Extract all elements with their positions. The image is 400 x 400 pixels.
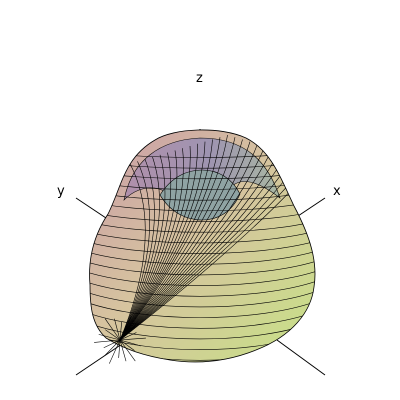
surface-pole-fan bbox=[94, 316, 146, 364]
mesh-meridian-line bbox=[119, 145, 266, 341]
mesh-meridian-line bbox=[119, 137, 221, 341]
mesh-meridian-line bbox=[119, 139, 213, 341]
pole-fan-line bbox=[103, 339, 121, 348]
pole-fan-line bbox=[98, 334, 121, 341]
pole-fan-line bbox=[119, 324, 136, 341]
mesh-meridian-line bbox=[119, 150, 281, 341]
pole-fan-line bbox=[104, 318, 121, 341]
mesh-meridian-line bbox=[119, 163, 146, 341]
z-axis-label: z bbox=[196, 71, 203, 86]
mesh-meridian-line bbox=[119, 150, 178, 341]
pole-fan-line bbox=[118, 339, 121, 358]
pole-fan-line bbox=[109, 339, 121, 364]
mesh-latitude-line bbox=[89, 229, 316, 244]
mesh-latitude-line bbox=[89, 269, 316, 286]
pole-fan-line bbox=[105, 329, 121, 341]
mesh-meridian-line bbox=[119, 161, 150, 341]
pole-fan-line bbox=[119, 316, 132, 341]
pole-fan-line bbox=[119, 339, 142, 347]
surface bbox=[89, 129, 316, 364]
mesh-meridian-line bbox=[119, 141, 206, 341]
mesh-latitude-line bbox=[89, 299, 316, 318]
pole-fan-line bbox=[119, 332, 137, 341]
mesh-meridian-line bbox=[119, 139, 243, 341]
pole-fan-line bbox=[119, 339, 135, 351]
mesh-meridian-line bbox=[119, 156, 160, 341]
x-axis-line-negative bbox=[276, 339, 326, 376]
mesh-meridian-line bbox=[119, 143, 258, 341]
mesh-meridian-line bbox=[119, 148, 273, 341]
y-axis-label: y bbox=[57, 184, 65, 199]
mesh-meridian-line bbox=[119, 152, 172, 341]
mesh-latitude-line bbox=[89, 289, 316, 308]
mesh-latitude-line bbox=[89, 249, 316, 265]
pole-fan-line bbox=[119, 322, 122, 341]
pole-fan-line bbox=[119, 339, 136, 362]
pole-fan-line bbox=[119, 339, 127, 362]
mesh-meridian-line bbox=[119, 154, 166, 341]
x-axis-label: x bbox=[333, 184, 341, 199]
mesh-meridian-line bbox=[119, 159, 155, 341]
y-axis-line-negative bbox=[75, 343, 123, 376]
pole-fan-line bbox=[104, 339, 121, 356]
pole-fan-line bbox=[114, 318, 121, 341]
mesh-meridian-line bbox=[119, 141, 251, 341]
pole-fan-line bbox=[119, 337, 146, 341]
mesh-meridian-line bbox=[119, 137, 236, 341]
mesh-meridian-line bbox=[119, 134, 228, 341]
mesh-meridian-line bbox=[119, 148, 184, 341]
mesh-meridian-line bbox=[119, 145, 191, 341]
mesh-latitude-line bbox=[89, 309, 316, 329]
mesh-meridian-line bbox=[119, 143, 198, 341]
mesh-meridian-line bbox=[119, 152, 288, 341]
mesh-latitude-line bbox=[89, 279, 316, 297]
pole-fan-line bbox=[94, 339, 121, 343]
